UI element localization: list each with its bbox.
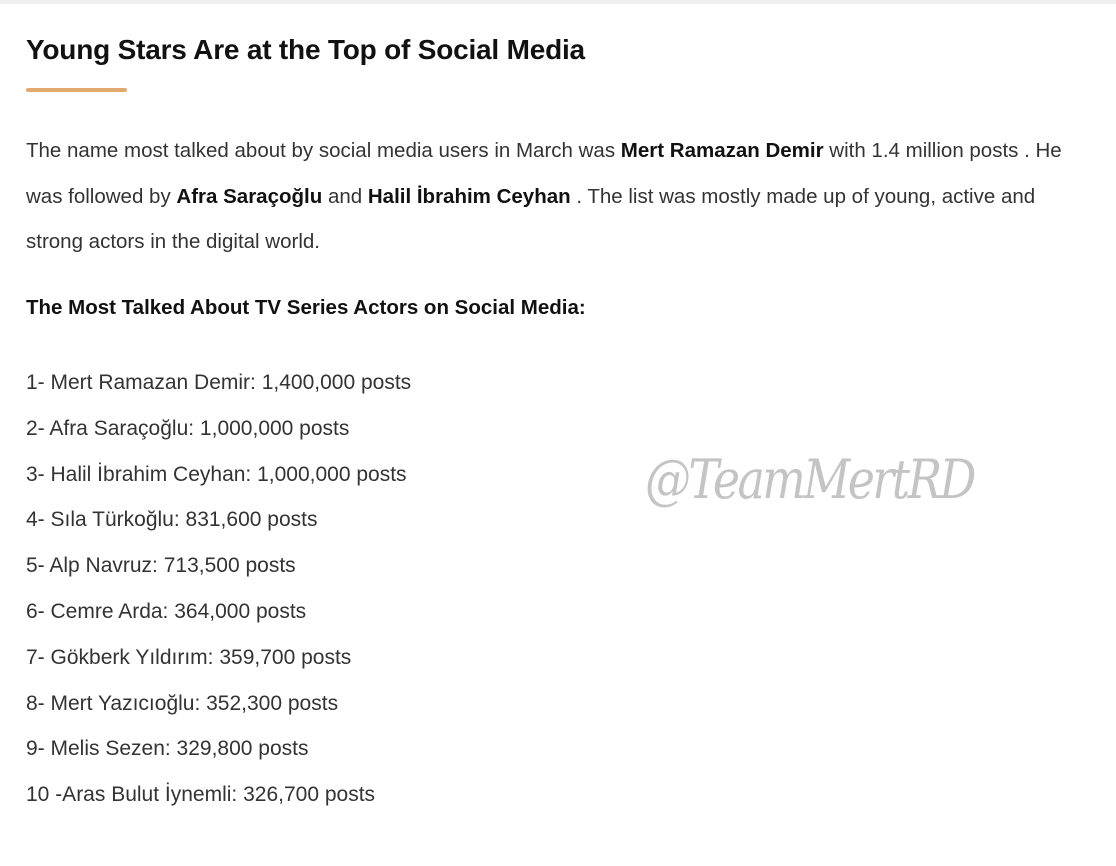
list-item: 3- Halil İbrahim Ceyhan: 1,000,000 posts bbox=[26, 462, 407, 486]
para-text: and bbox=[322, 184, 368, 208]
list-item: 1- Mert Ramazan Demir: 1,400,000 posts bbox=[26, 371, 412, 394]
para-bold-name: Halil İbrahim Ceyhan bbox=[367, 184, 571, 208]
list-item: 6- Cemre Arda: 364,000 posts bbox=[26, 599, 307, 623]
list-heading: The Most Talked About TV Series Actors o… bbox=[26, 296, 586, 319]
list-item: 7- Gökberk Yıldırım: 359,700 posts bbox=[26, 645, 352, 669]
para-text: . The list was mostly made up of young, … bbox=[26, 184, 1036, 254]
para-bold-name: Afra Saraçoğlu bbox=[176, 184, 323, 208]
para-bold-name: Mert Ramazan Demir bbox=[620, 139, 824, 162]
list-item: 2- Afra Saraçoğlu: 1,000,000 posts bbox=[26, 416, 350, 440]
actors-list: 1- Mert Ramazan Demir: 1,400,000 posts 2… bbox=[26, 360, 411, 818]
article-title: Young Stars Are at the Top of Social Med… bbox=[26, 34, 585, 65]
list-item: 9- Melis Sezen: 329,800 posts bbox=[26, 737, 309, 761]
list-item: 4- Sıla Türkoğlu: 831,600 posts bbox=[26, 508, 318, 532]
title-underline-accent bbox=[26, 88, 127, 92]
para-text: The name most talked about by social med… bbox=[26, 139, 621, 162]
watermark: @TeamMertRD bbox=[645, 448, 976, 511]
list-item: 5- Alp Navruz: 713,500 posts bbox=[26, 554, 296, 578]
top-border bbox=[0, 0, 1116, 4]
para-text: with 1.4 million posts . He was followed… bbox=[26, 139, 1062, 208]
list-item: 8- Mert Yazıcıoğlu: 352,300 posts bbox=[26, 691, 339, 715]
article-paragraph: The name most talked about by social med… bbox=[26, 128, 1096, 265]
list-item: 10 -Aras Bulut İynemli: 326,700 posts bbox=[26, 783, 376, 807]
